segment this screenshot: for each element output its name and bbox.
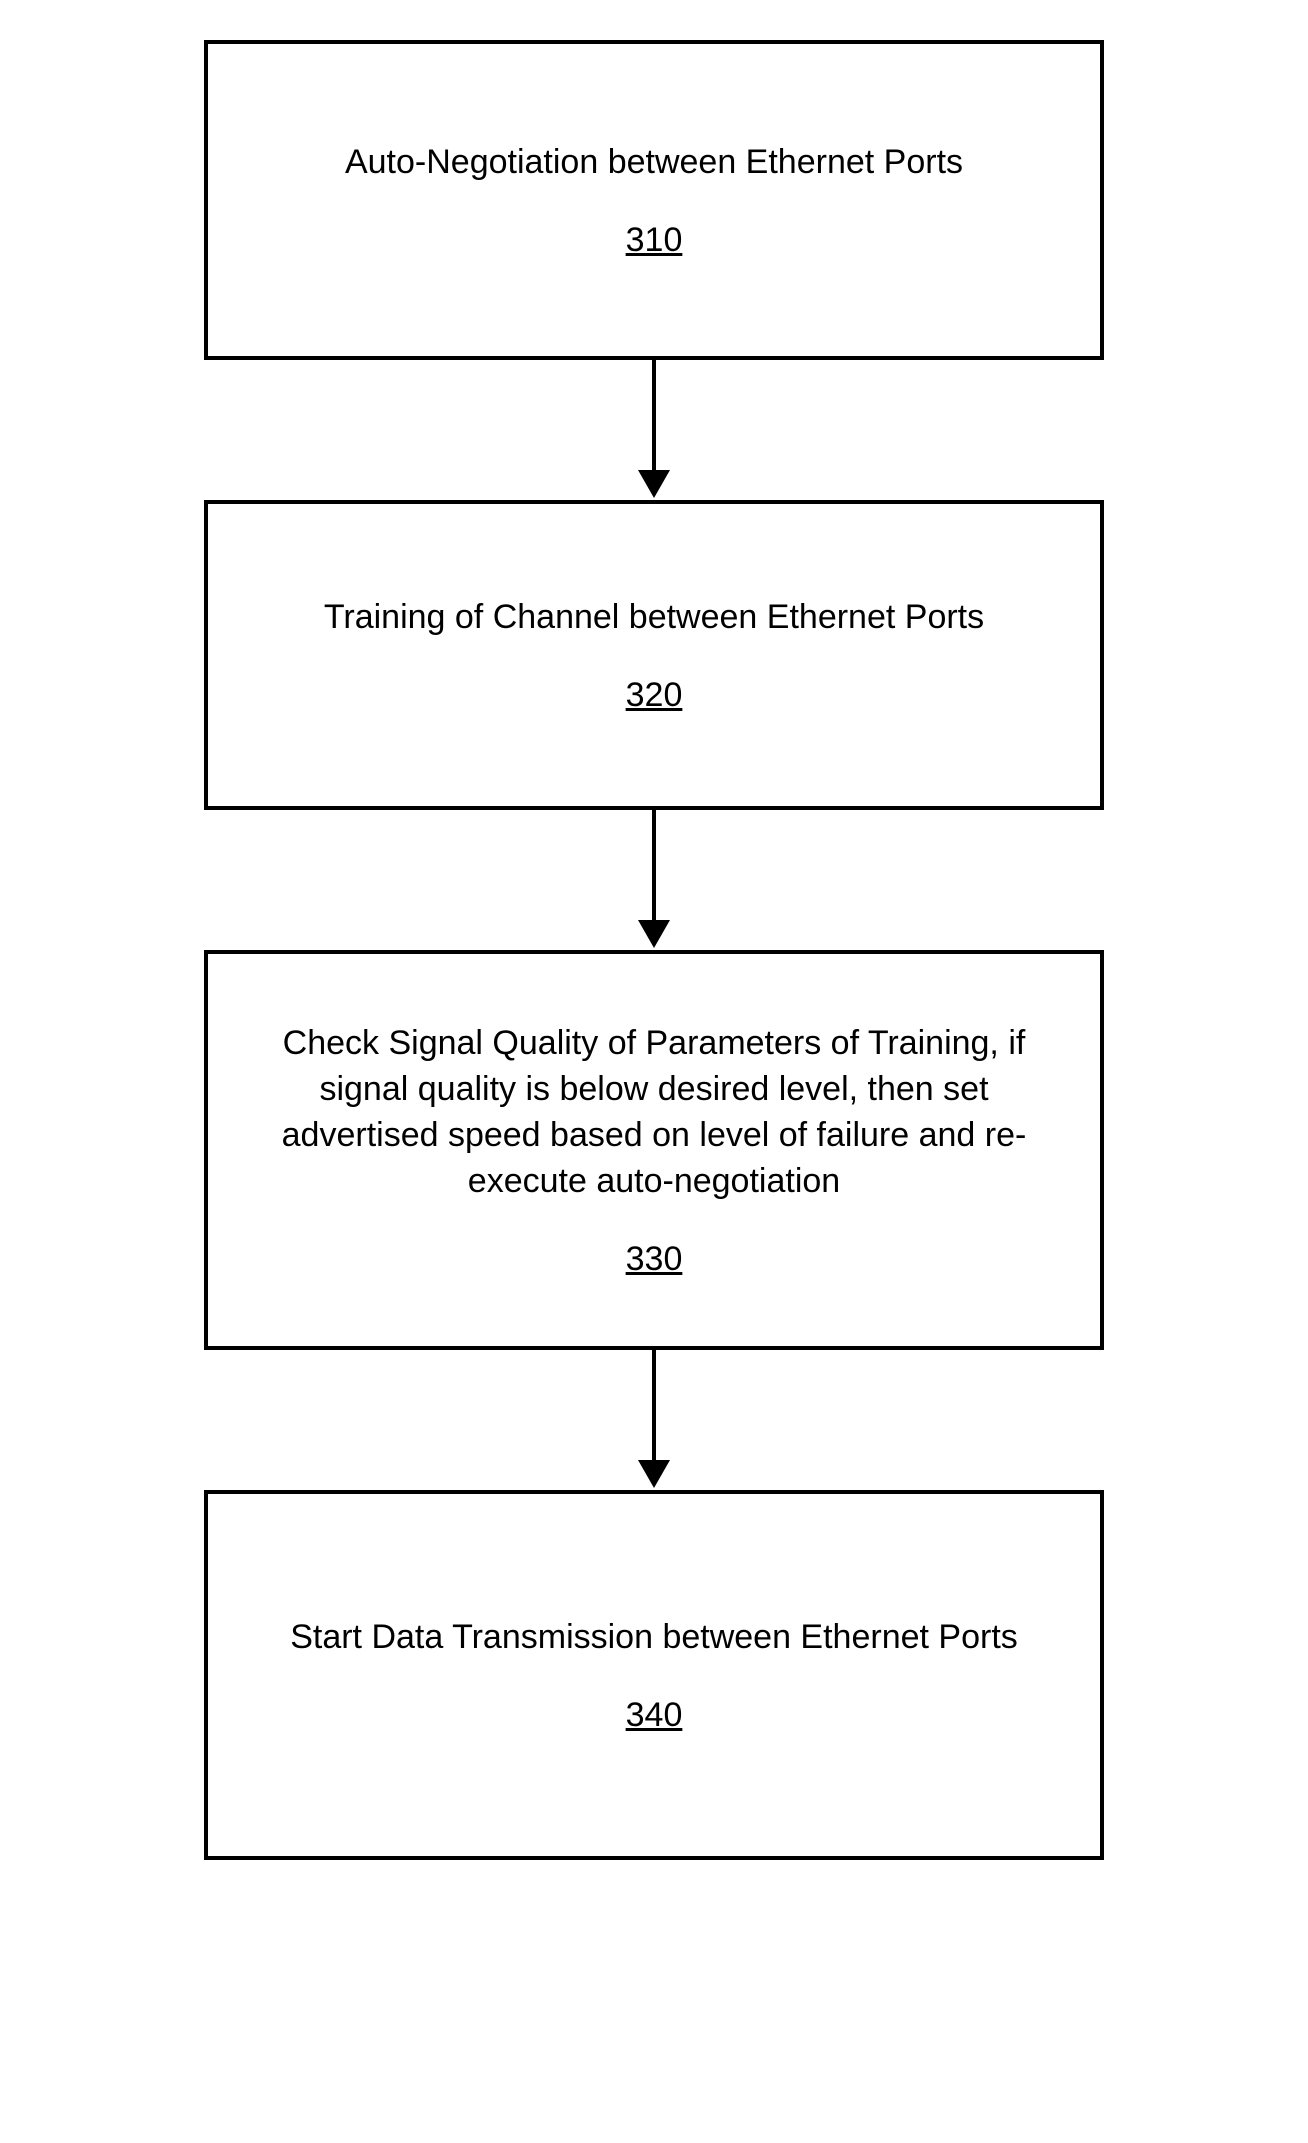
step-number: 330 bbox=[626, 1240, 683, 1279]
arrow-line bbox=[652, 810, 656, 920]
step-number: 340 bbox=[626, 1696, 683, 1735]
arrow-line bbox=[652, 1350, 656, 1460]
arrow-connector bbox=[638, 1350, 670, 1490]
arrow-head-icon bbox=[638, 920, 670, 948]
step-text: Auto-Negotiation between Ethernet Ports bbox=[345, 140, 963, 186]
flowchart-container: Auto-Negotiation between Ethernet Ports … bbox=[204, 40, 1104, 1860]
arrow-connector bbox=[638, 360, 670, 500]
arrow-connector bbox=[638, 810, 670, 950]
flow-step-340: Start Data Transmission between Ethernet… bbox=[204, 1490, 1104, 1860]
flow-step-330: Check Signal Quality of Parameters of Tr… bbox=[204, 950, 1104, 1350]
flow-step-320: Training of Channel between Ethernet Por… bbox=[204, 500, 1104, 810]
step-text: Check Signal Quality of Parameters of Tr… bbox=[258, 1021, 1050, 1205]
arrow-head-icon bbox=[638, 470, 670, 498]
arrow-line bbox=[652, 360, 656, 470]
step-number: 310 bbox=[626, 221, 683, 260]
flow-step-310: Auto-Negotiation between Ethernet Ports … bbox=[204, 40, 1104, 360]
step-text: Start Data Transmission between Ethernet… bbox=[290, 1615, 1018, 1661]
arrow-head-icon bbox=[638, 1460, 670, 1488]
step-text: Training of Channel between Ethernet Por… bbox=[324, 595, 984, 641]
step-number: 320 bbox=[626, 676, 683, 715]
